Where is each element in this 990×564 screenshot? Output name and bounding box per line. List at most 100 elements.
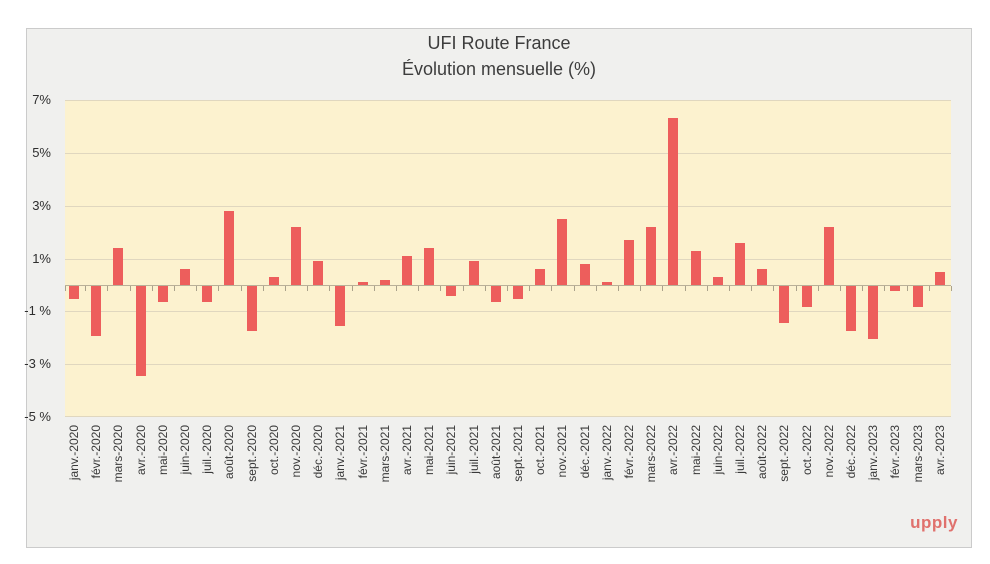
x-tick-mark	[839, 285, 841, 291]
bar[interactable]	[646, 226, 657, 285]
bar[interactable]	[490, 285, 501, 302]
x-tick-mark	[773, 285, 775, 291]
bar[interactable]	[424, 247, 435, 285]
bar[interactable]	[268, 276, 279, 285]
bar[interactable]	[291, 226, 301, 285]
bar[interactable]	[912, 285, 923, 308]
bar[interactable]	[224, 210, 235, 285]
x-tick-label: déc.-2020	[311, 425, 326, 479]
bar[interactable]	[246, 285, 257, 331]
x-tick-label: févr.-2021	[355, 425, 370, 479]
x-tick-label: oct.-2020	[266, 425, 281, 476]
bar[interactable]	[91, 285, 102, 337]
y-tick-label: 5%	[32, 144, 51, 160]
x-tick-label: févr.-2022	[622, 425, 636, 479]
bar[interactable]	[779, 285, 790, 323]
bar[interactable]	[934, 271, 945, 285]
bar[interactable]	[402, 255, 412, 285]
x-tick-mark	[307, 285, 309, 291]
x-tick-mark	[284, 285, 286, 291]
gridline	[65, 205, 951, 207]
bar[interactable]	[69, 285, 79, 300]
x-tick-mark	[573, 285, 575, 291]
x-tick-label: juil.-2021	[466, 425, 481, 474]
bar[interactable]	[846, 285, 856, 331]
x-tick-mark	[529, 285, 531, 291]
x-tick-mark	[129, 285, 131, 291]
gridline	[65, 311, 951, 313]
x-tick-mark	[795, 285, 797, 291]
x-tick-label: janv.-2022	[599, 425, 614, 481]
chart-card: UFI Route France Évolution mensuelle (%)…	[24, 28, 972, 548]
chart-title-line1: UFI Route France	[427, 33, 571, 53]
x-tick-mark	[107, 285, 109, 291]
x-tick-label: avr.-2022	[666, 425, 681, 476]
bar[interactable]	[357, 282, 368, 285]
bar[interactable]	[335, 285, 346, 326]
x-tick-label: avr.-2023	[932, 425, 947, 476]
x-tick-label: oct.-2022	[799, 425, 814, 476]
x-tick-label: sept.-2022	[777, 425, 792, 482]
bar[interactable]	[735, 242, 745, 285]
bar[interactable]	[601, 282, 612, 285]
x-tick-label: janv.-2021	[333, 425, 348, 481]
bar[interactable]	[468, 261, 479, 285]
x-tick-label: sept.-2021	[511, 425, 525, 482]
x-tick-mark	[218, 285, 220, 291]
y-tick-label: 7%	[32, 92, 51, 107]
bar[interactable]	[313, 261, 324, 285]
bar[interactable]	[823, 226, 834, 285]
x-tick-mark	[373, 285, 375, 291]
bar[interactable]	[757, 269, 768, 285]
x-tick-mark	[196, 285, 198, 291]
bar[interactable]	[157, 285, 168, 302]
x-tick-mark	[262, 285, 264, 291]
bar[interactable]	[668, 118, 679, 285]
x-tick-label: juin-2020	[178, 425, 192, 475]
bar[interactable]	[446, 285, 457, 297]
bar[interactable]	[690, 250, 701, 285]
x-tick-label: juil.-2022	[733, 425, 747, 474]
chart-title: UFI Route France Évolution mensuelle (%)	[27, 30, 971, 82]
upply-logo[interactable]: upply	[910, 513, 958, 532]
bar[interactable]	[712, 276, 723, 285]
bar[interactable]	[890, 285, 901, 292]
x-tick-label: sept.-2020	[244, 425, 259, 482]
bar[interactable]	[113, 247, 124, 285]
x-tick-label: avr.-2021	[400, 425, 414, 476]
x-tick-mark	[351, 285, 353, 291]
gridline	[65, 258, 951, 260]
x-tick-mark	[85, 285, 87, 291]
plot-area	[65, 100, 952, 417]
x-tick-label: déc.-2022	[844, 425, 858, 479]
x-tick-mark	[884, 285, 886, 291]
x-tick-label: juil.-2020	[200, 425, 215, 474]
gridline	[65, 100, 951, 101]
bar[interactable]	[579, 263, 590, 285]
x-tick-mark	[662, 285, 664, 291]
x-tick-mark	[462, 285, 464, 291]
x-tick-label: févr.-2020	[89, 425, 104, 479]
x-tick-mark	[173, 285, 175, 291]
x-tick-label: mars-2023	[910, 425, 925, 483]
bar[interactable]	[202, 285, 213, 302]
x-tick-label: mars-2022	[644, 425, 659, 483]
bar[interactable]	[624, 240, 634, 285]
bar[interactable]	[557, 218, 568, 285]
x-tick-mark	[551, 285, 553, 291]
bar[interactable]	[180, 269, 190, 285]
x-tick-mark	[595, 285, 597, 291]
bar[interactable]	[135, 285, 146, 376]
bar[interactable]	[513, 285, 523, 300]
gridline	[65, 152, 951, 154]
x-tick-label: mai-2021	[422, 425, 437, 476]
y-tick-label: -3 %	[24, 356, 51, 372]
x-tick-label: mars-2020	[111, 425, 126, 483]
bar[interactable]	[868, 285, 879, 339]
bar[interactable]	[801, 285, 812, 308]
bar[interactable]	[535, 269, 546, 285]
x-tick-label: juin-2021	[444, 425, 459, 475]
bar[interactable]	[379, 279, 390, 285]
x-tick-label: juin-2022	[710, 425, 725, 475]
x-tick-label: mars-2021	[377, 425, 392, 483]
